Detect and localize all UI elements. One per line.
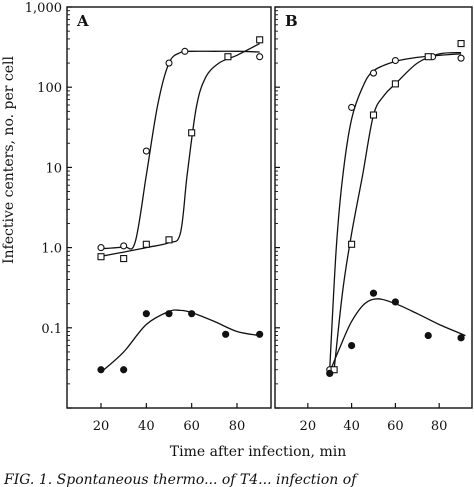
data-point-open-square <box>330 366 338 374</box>
y-tick-label: 100 <box>37 81 62 96</box>
data-point-open-circle <box>142 147 150 155</box>
panel-a-label: A <box>76 12 89 30</box>
data-point-filled-circle <box>188 310 196 318</box>
data-point-open-square <box>188 129 196 137</box>
x-tick-label: 60 <box>387 419 404 434</box>
data-point-open-square <box>424 53 432 61</box>
panel-b-frame <box>274 6 473 409</box>
data-point-open-circle <box>457 54 465 62</box>
data-point-open-square <box>369 111 378 119</box>
data-point-open-circle <box>348 103 356 111</box>
panel-b: B <box>274 6 473 409</box>
data-point-filled-circle <box>222 330 230 338</box>
series-curve-open-square <box>333 51 462 370</box>
figure-caption: FIG. 1. Spontaneous thermo... of T4... i… <box>3 472 359 487</box>
series-curve-open-circle <box>100 50 260 250</box>
x-tick-label: 80 <box>431 419 448 434</box>
series-curve-filled-circle <box>100 309 260 373</box>
x-tick-label: 40 <box>138 419 155 434</box>
data-point-open-square <box>120 255 128 263</box>
data-point-open-circle <box>97 244 105 252</box>
data-point-open-square <box>224 53 232 61</box>
x-tick-label: 20 <box>93 419 110 434</box>
data-point-filled-circle <box>256 330 264 338</box>
y-tick-label: 0.1 <box>41 322 62 337</box>
data-point-open-circle <box>181 47 189 55</box>
y-tick-label: 10 <box>45 161 62 176</box>
data-point-open-square <box>457 40 465 48</box>
data-point-open-square <box>97 253 105 261</box>
x-tick-labels: 20 40 60 80 20 40 60 80 <box>93 419 448 434</box>
x-axis-title: Time after infection, min <box>170 444 346 460</box>
data-point-open-square <box>391 80 399 88</box>
data-point-open-circle <box>256 53 264 61</box>
series-curve-filled-circle <box>329 298 466 373</box>
y-tick-labels: 1,000 100 10 1.0 0.1 <box>25 1 62 337</box>
data-point-open-circle <box>369 69 378 77</box>
series-curve-open-square <box>100 43 260 257</box>
data-point-filled-circle <box>424 331 432 340</box>
data-point-filled-circle <box>165 310 173 318</box>
y-axis-title: Infective centers, no. per cell <box>1 55 17 264</box>
data-point-filled-circle <box>97 366 105 374</box>
panel-a: A <box>66 6 272 409</box>
data-point-open-square <box>348 240 356 248</box>
data-point-open-circle <box>165 59 173 67</box>
x-tick-label: 20 <box>300 419 317 434</box>
data-point-open-square <box>142 240 150 248</box>
data-point-open-square <box>256 36 264 44</box>
y-tick-label: 1.0 <box>41 242 62 257</box>
series-curve-open-circle <box>329 53 462 370</box>
data-point-filled-circle <box>120 366 128 374</box>
data-point-filled-circle <box>457 334 465 342</box>
x-tick-label: 40 <box>343 419 360 434</box>
data-point-filled-circle <box>391 298 399 306</box>
data-point-filled-circle <box>369 289 378 297</box>
data-point-open-circle <box>120 242 128 250</box>
data-point-filled-circle <box>348 341 356 350</box>
x-tick-label: 80 <box>229 419 246 434</box>
panel-a-frame <box>66 6 272 409</box>
y-tick-label: 1,000 <box>25 1 62 16</box>
data-point-filled-circle <box>142 310 150 318</box>
data-point-filled-circle <box>326 369 334 378</box>
panel-b-label: B <box>285 12 298 30</box>
data-point-open-square <box>165 236 173 244</box>
x-tick-label: 60 <box>183 419 200 434</box>
data-point-open-circle <box>391 56 399 65</box>
